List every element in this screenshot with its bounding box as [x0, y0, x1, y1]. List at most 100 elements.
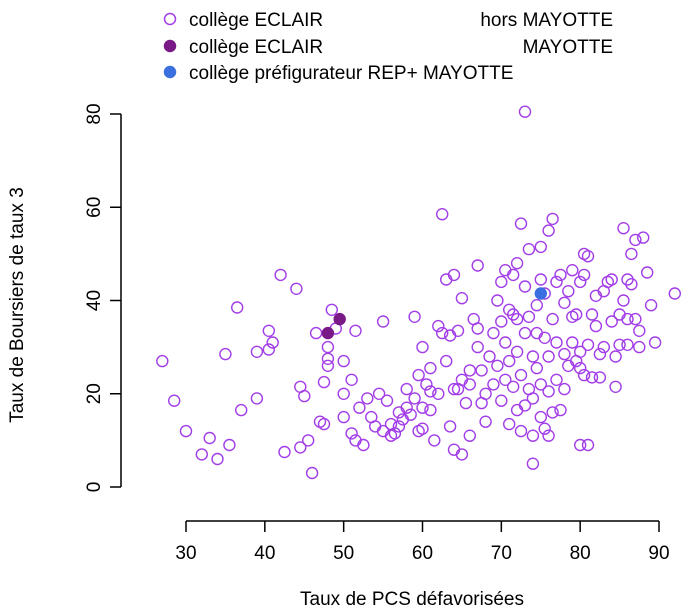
data-point-series-0	[487, 326, 500, 340]
data-point-series-0	[605, 315, 618, 328]
data-point-series-0	[593, 347, 607, 361]
data-point-series-0	[317, 417, 331, 431]
data-point-series-0	[562, 285, 575, 298]
data-point-series-0	[601, 275, 614, 289]
x-tick-label: 50	[333, 543, 354, 564]
data-point-series-0	[668, 287, 681, 300]
data-point-series-0	[412, 424, 425, 438]
data-point-series-0	[534, 410, 547, 424]
data-point-series-0	[581, 250, 595, 263]
data-point-series-0	[408, 310, 421, 323]
data-point-series-0	[274, 268, 287, 282]
data-point-series-0	[487, 378, 500, 391]
data-point-series-0	[400, 382, 413, 396]
data-point-series-0	[629, 233, 642, 247]
data-point-series-0	[491, 359, 504, 372]
data-point-series-0	[550, 373, 563, 386]
data-point-series-0	[499, 264, 512, 277]
data-point-series-0	[424, 403, 437, 417]
legend-marker	[163, 65, 177, 79]
data-point-series-0	[526, 350, 540, 363]
data-point-series-0	[424, 361, 437, 375]
data-point-series-0	[534, 378, 547, 391]
data-point-series-0	[345, 373, 358, 386]
data-point-series-0	[369, 420, 382, 433]
y-axis-label: Taux de Boursiers de taux 3	[7, 187, 28, 423]
data-point-series-0	[491, 294, 504, 307]
data-point-series-0	[633, 324, 646, 337]
data-point-series-0	[510, 403, 524, 417]
data-point-series-0	[503, 354, 516, 368]
data-point-series-0	[641, 266, 654, 279]
y-tick-label: 0	[84, 482, 105, 493]
data-point-series-0	[526, 392, 540, 405]
data-point-series-0	[372, 387, 386, 400]
data-point-series-0	[420, 378, 433, 391]
data-point-series-0	[337, 354, 350, 368]
data-point-series-0	[609, 380, 622, 393]
legend-label: collège préfigurateur REP+ MAYOTTE	[189, 63, 513, 84]
data-point-series-0	[475, 364, 488, 377]
data-point-series-0	[432, 387, 445, 400]
data-point-series-0	[510, 312, 524, 326]
data-point-series-0	[629, 312, 642, 326]
data-point-series-0	[443, 329, 457, 342]
data-point-series-0	[305, 466, 319, 480]
x-axis-label: Taux de PCS défavorisées	[300, 589, 524, 610]
data-point-series-0	[562, 359, 575, 372]
data-point-series-0	[542, 224, 555, 237]
data-point-series-0	[167, 394, 181, 407]
data-point-series-0	[376, 315, 390, 328]
data-point-series-0	[353, 401, 366, 414]
data-point-series-0	[581, 338, 595, 351]
data-point-series-0	[302, 434, 315, 447]
data-point-series-0	[518, 280, 532, 293]
data-point-series-0	[617, 221, 630, 235]
data-point-series-0	[605, 273, 618, 286]
data-point-series-0	[447, 382, 461, 396]
data-point-series-0	[349, 324, 362, 337]
data-point-series-0	[644, 299, 658, 312]
data-point-series-0	[625, 278, 638, 291]
data-point-series-0	[337, 410, 350, 424]
data-point-series-0	[479, 415, 492, 428]
data-point-series-0	[566, 264, 579, 277]
data-point-series-0	[463, 429, 476, 442]
x-tick-label: 30	[175, 543, 196, 564]
data-point-series-0	[617, 294, 630, 307]
data-point-series-0	[566, 336, 579, 349]
data-point-series-0	[577, 368, 591, 382]
data-point-series-0	[179, 424, 193, 438]
data-point-series-0	[230, 301, 244, 314]
data-point-series-0	[290, 282, 303, 295]
data-point-series-0	[436, 326, 449, 340]
data-point-series-0	[266, 336, 279, 349]
data-points	[156, 105, 681, 480]
data-point-series-0	[234, 403, 248, 417]
data-point-series-0	[298, 389, 311, 403]
data-point-series-0	[526, 429, 540, 442]
data-point-series-0	[534, 240, 547, 254]
data-point-series-0	[495, 275, 508, 289]
data-point-series-0	[530, 299, 543, 312]
data-point-series-0	[380, 394, 394, 407]
data-point-series-0	[574, 361, 587, 375]
data-point-series-0	[463, 364, 476, 377]
data-point-series-0	[345, 427, 358, 440]
data-point-series-0	[313, 415, 327, 428]
data-point-series-0	[526, 457, 540, 470]
legend-marker	[163, 12, 177, 26]
data-point-series-0	[499, 373, 512, 386]
data-point-series-0	[416, 401, 429, 414]
data-point-series-0	[550, 336, 563, 349]
data-point-series-0	[585, 371, 599, 384]
data-point-series-0	[203, 431, 216, 445]
data-point-series-0	[518, 326, 532, 340]
y-tick-label: 40	[84, 290, 105, 311]
data-point-series-0	[518, 399, 532, 412]
data-point-series-0	[514, 217, 528, 230]
data-point-series-0	[463, 378, 476, 391]
data-point-series-0	[440, 354, 453, 368]
data-point-series-0	[585, 308, 599, 321]
data-point-series-0	[510, 257, 524, 270]
